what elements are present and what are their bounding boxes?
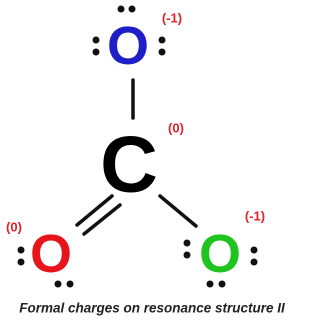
lone-pairs [183, 239, 258, 288]
atom-label: O [30, 224, 72, 284]
formal-charge: (-1) [245, 209, 265, 224]
double-bond-line [75, 194, 114, 227]
double-bond-line [82, 203, 122, 236]
formal-charge: (0) [168, 121, 184, 136]
atom-label: C [100, 120, 158, 209]
caption: Formal charges on resonance structure II [19, 301, 285, 316]
lewis-diagram: O C O O (-1) (0) (0) (-1) Formal charges… [6, 5, 285, 316]
atom-label: O [107, 16, 149, 76]
single-bond [158, 194, 198, 228]
formal-charge: (-1) [162, 11, 182, 26]
atom-label: O [199, 224, 241, 284]
lone-pairs [17, 246, 74, 288]
lone-pairs [92, 5, 166, 56]
formal-charge: (0) [6, 220, 22, 235]
